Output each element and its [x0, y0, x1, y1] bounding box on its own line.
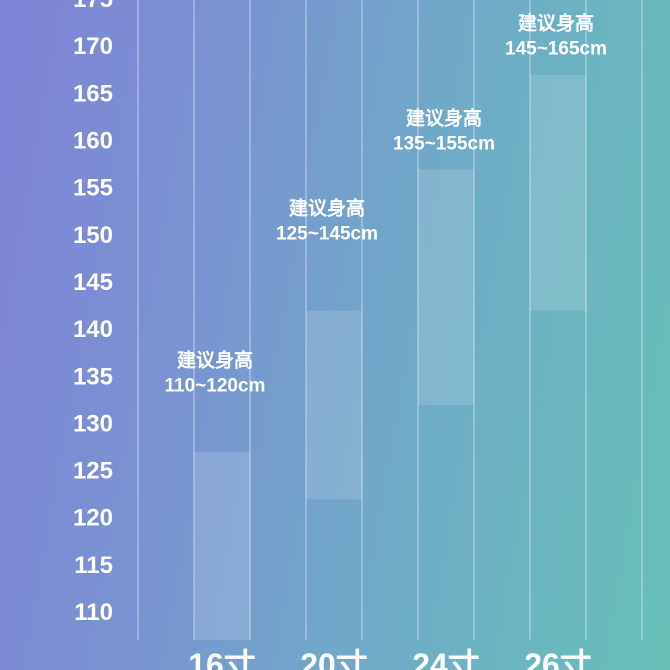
annotation-title: 建议身高	[406, 107, 482, 130]
x-tick-label: 26寸	[524, 647, 592, 670]
y-tick-label: 130	[73, 410, 113, 437]
y-tick-label: 115	[74, 552, 113, 579]
annotation-title: 建议身高	[518, 12, 594, 35]
x-axis: 16寸 20寸 24寸 26寸	[188, 647, 592, 670]
annotation-title: 建议身高	[177, 349, 253, 372]
range-bar	[306, 310, 362, 500]
y-tick-label: 150	[73, 222, 113, 249]
y-tick-label: 110	[74, 599, 113, 626]
annotation-range: 110~120cm	[165, 376, 266, 397]
y-tick-label: 120	[73, 505, 113, 532]
y-tick-label: 175	[73, 0, 113, 13]
annotations: 建议身高 110~120cm 建议身高 125~145cm 建议身高 135~155cm 建…	[165, 12, 607, 397]
annotation-range: 145~165cm	[505, 39, 607, 60]
x-tick-label: 20寸	[300, 647, 368, 670]
range-bar	[418, 169, 474, 406]
x-tick-label: 24寸	[412, 647, 480, 670]
y-tick-label: 145	[73, 269, 113, 296]
y-tick-label: 135	[73, 363, 113, 390]
y-tick-label: 170	[73, 33, 113, 60]
annotation-range: 125~145cm	[276, 224, 378, 245]
range-bar	[530, 74, 586, 311]
annotation-range: 135~155cm	[393, 134, 495, 155]
y-tick-label: 155	[73, 175, 113, 202]
y-axis: 110 115 120 125 130 135 140 145 150 155 160 165 170 1…	[73, 0, 113, 626]
y-tick-label: 140	[73, 316, 113, 343]
y-tick-label: 165	[73, 80, 113, 107]
range-bar	[194, 452, 250, 640]
y-tick-label: 125	[73, 458, 113, 485]
vertical-grid	[137, 0, 643, 640]
y-tick-label: 160	[73, 128, 113, 155]
range-bars	[194, 74, 586, 640]
annotation-title: 建议身高	[289, 197, 365, 220]
x-tick-label: 16寸	[188, 647, 256, 670]
